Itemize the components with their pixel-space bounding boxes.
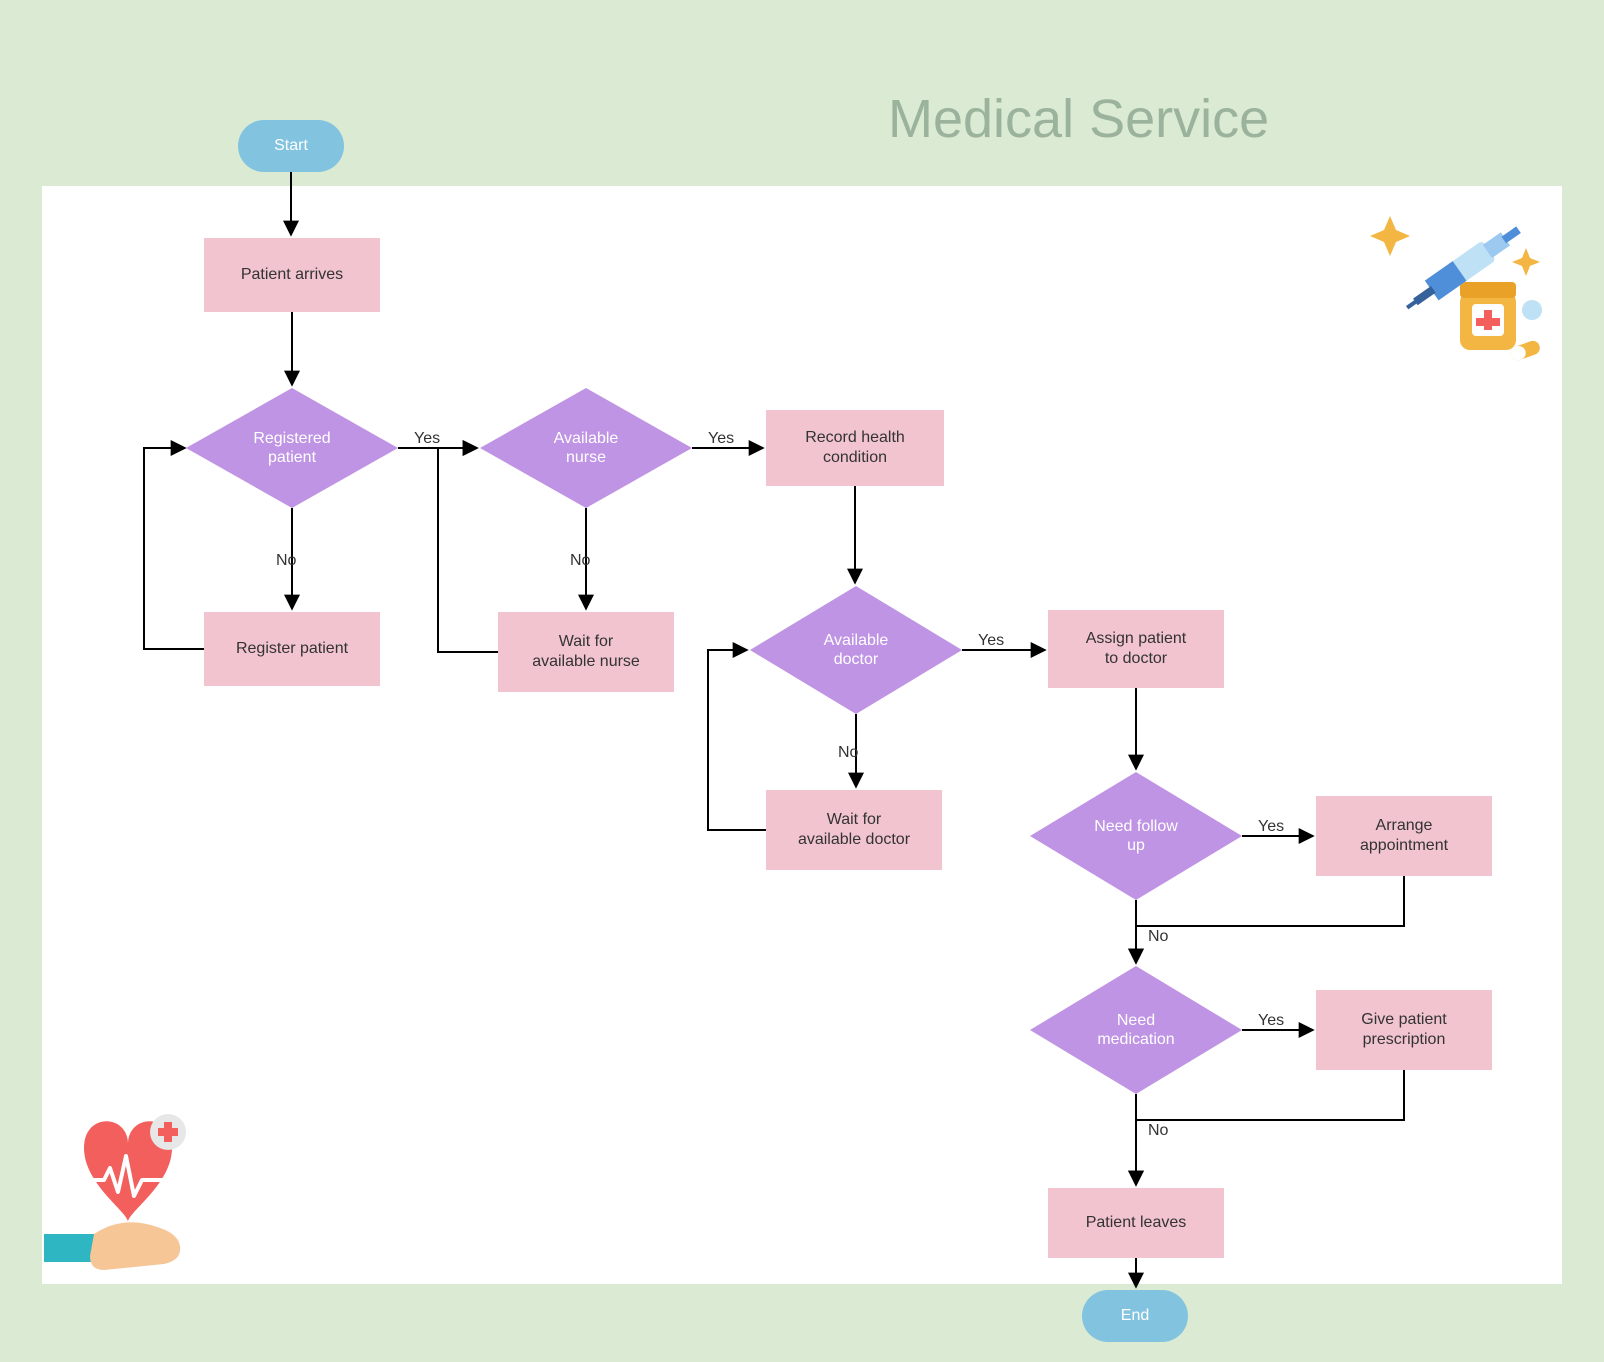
edge-label-3: No: [276, 552, 296, 570]
decision-label-followup: Need followup: [1030, 772, 1242, 900]
edge-label-14: No: [1148, 928, 1168, 946]
decision-label-medication: Needmedication: [1030, 966, 1242, 1094]
medical-icon: [1364, 200, 1554, 370]
decision-avail_nurse: Availablenurse: [480, 388, 692, 508]
edge-label-5: Yes: [708, 430, 734, 448]
process-leaves: Patient leaves: [1048, 1188, 1224, 1258]
process-register: Register patient: [204, 612, 380, 686]
decision-label-avail_doctor: Availabledoctor: [750, 586, 962, 714]
decision-followup: Need followup: [1030, 772, 1242, 900]
edge-label-13: Yes: [1258, 818, 1284, 836]
process-wait_doctor: Wait foravailable doctor: [766, 790, 942, 870]
decision-avail_doctor: Availabledoctor: [750, 586, 962, 714]
canvas: [42, 186, 1562, 1284]
terminator-end: End: [1082, 1290, 1188, 1342]
edge-label-6: No: [570, 552, 590, 570]
edge-label-2: Yes: [414, 430, 440, 448]
terminator-start: Start: [238, 120, 344, 172]
process-wait_nurse: Wait foravailable nurse: [498, 612, 674, 692]
process-arrives: Patient arrives: [204, 238, 380, 312]
decision-reg_patient: Registeredpatient: [186, 388, 398, 508]
page-title: Medical Service: [888, 88, 1269, 150]
process-record: Record healthcondition: [766, 410, 944, 486]
heart-hand-icon: [44, 1084, 214, 1274]
process-prescription: Give patientprescription: [1316, 990, 1492, 1070]
process-assign: Assign patientto doctor: [1048, 610, 1224, 688]
decision-label-avail_nurse: Availablenurse: [480, 388, 692, 508]
decision-label-reg_patient: Registeredpatient: [186, 388, 398, 508]
process-arrange: Arrangeappointment: [1316, 796, 1492, 876]
flowchart-stage: Medical Service Start End Patient arrives Re…: [0, 0, 1604, 1362]
edge-label-17: No: [1148, 1122, 1168, 1140]
edge-label-9: Yes: [978, 632, 1004, 650]
decision-medication: Needmedication: [1030, 966, 1242, 1094]
edge-label-16: Yes: [1258, 1012, 1284, 1030]
edge-label-10: No: [838, 744, 858, 762]
